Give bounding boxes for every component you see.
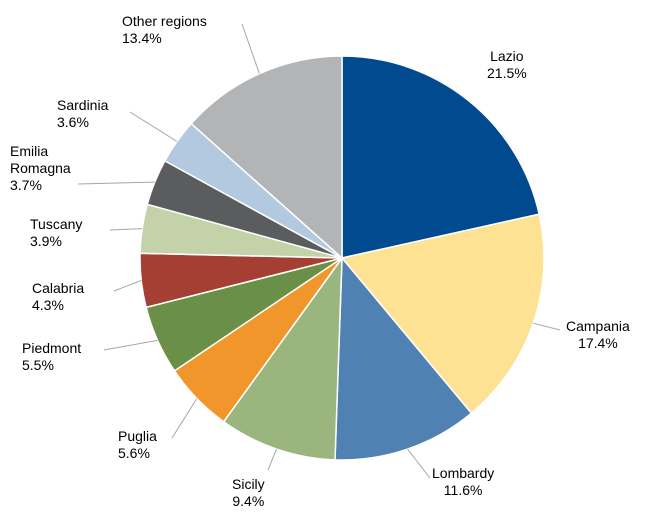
data-label: Campania 17.4% (566, 318, 630, 352)
category-label: Lombardy (432, 465, 495, 481)
data-label: Lazio 21.5% (487, 48, 527, 82)
data-label: Lombardy 11.6% (432, 465, 494, 499)
value-label: 5.5% (22, 357, 54, 373)
leader-line (241, 23, 260, 74)
data-label: Sicily 9.4% (232, 476, 265, 510)
leader-line (109, 228, 143, 231)
value-label: 9.4% (232, 493, 265, 509)
leader-line (77, 181, 155, 185)
category-label: Sicily (232, 476, 265, 492)
category-label: Calabria (32, 280, 85, 296)
value-label: 5.6% (118, 445, 150, 461)
leader-line (171, 398, 198, 439)
value-label: 3.7% (10, 177, 42, 193)
category-label: Other regions (122, 13, 207, 29)
leader-line (267, 448, 277, 471)
category-label: Piedmont (22, 340, 82, 356)
value-label: 11.6% (443, 482, 483, 498)
data-label: Other regions 13.4% (122, 13, 207, 47)
value-label: 3.9% (30, 233, 62, 249)
category-label: Campania (566, 318, 630, 334)
data-label: Calabria 4.3% (32, 280, 84, 314)
category-label: Sardinia (57, 97, 109, 113)
pie-slice (190, 55, 343, 260)
value-label: 21.5% (487, 65, 527, 81)
data-label: Tuscany 3.9% (30, 216, 82, 250)
data-label: Piedmont 5.5% (22, 340, 81, 374)
category-label: Tuscany (30, 216, 83, 232)
category-label: Emilia Romagna (10, 143, 71, 176)
pie-slice (222, 255, 343, 461)
leader-line (533, 322, 561, 331)
value-label: 17.4% (578, 335, 618, 351)
category-label: Puglia (118, 428, 157, 444)
data-label: Puglia 5.6% (118, 428, 157, 462)
category-label: Lazio (490, 48, 524, 64)
leader-line (129, 111, 178, 142)
pie-slice (340, 213, 545, 415)
value-label: 3.6% (57, 114, 89, 130)
leader-line (113, 280, 142, 292)
pie-slice (341, 55, 541, 259)
data-label: Emilia Romagna 3.7% (10, 143, 100, 194)
value-label: 13.4% (122, 30, 162, 46)
leader-line (103, 339, 158, 351)
leader-line (407, 448, 431, 479)
value-label: 4.3% (32, 297, 64, 313)
pie-slice (334, 256, 473, 461)
data-label: Sardinia 3.6% (57, 97, 108, 131)
